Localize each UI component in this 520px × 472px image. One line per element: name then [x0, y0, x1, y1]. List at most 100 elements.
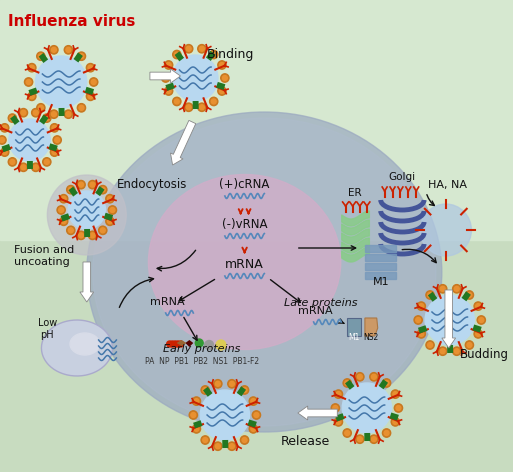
Circle shape [465, 291, 474, 299]
Circle shape [28, 92, 36, 101]
Polygon shape [104, 213, 113, 221]
Circle shape [357, 374, 362, 379]
Circle shape [57, 206, 66, 214]
Polygon shape [59, 108, 64, 116]
Polygon shape [95, 186, 105, 196]
Circle shape [342, 383, 392, 433]
Circle shape [371, 437, 376, 442]
Circle shape [106, 194, 114, 203]
Circle shape [8, 158, 17, 166]
Circle shape [28, 63, 36, 72]
Circle shape [21, 110, 26, 115]
Circle shape [198, 44, 206, 53]
Polygon shape [192, 101, 199, 109]
Circle shape [210, 97, 218, 106]
Circle shape [88, 231, 97, 240]
Text: Binding: Binding [207, 48, 254, 61]
Circle shape [43, 158, 51, 166]
Circle shape [229, 444, 235, 449]
Circle shape [51, 47, 56, 52]
Circle shape [394, 404, 402, 412]
Circle shape [425, 295, 474, 345]
Circle shape [50, 110, 58, 118]
Circle shape [88, 65, 93, 70]
Circle shape [194, 399, 199, 404]
Text: Endocytosis: Endocytosis [116, 178, 187, 191]
Circle shape [219, 89, 225, 93]
Circle shape [100, 187, 105, 192]
Circle shape [10, 116, 15, 121]
Circle shape [438, 347, 447, 355]
Circle shape [343, 429, 352, 437]
Text: Budding: Budding [460, 348, 509, 361]
Circle shape [218, 87, 226, 95]
Polygon shape [29, 87, 38, 96]
Text: M1: M1 [372, 277, 389, 287]
Circle shape [393, 420, 398, 424]
Circle shape [240, 436, 249, 444]
Circle shape [476, 303, 480, 309]
Ellipse shape [93, 118, 436, 426]
Circle shape [37, 103, 45, 112]
Polygon shape [69, 186, 78, 196]
Circle shape [477, 316, 486, 324]
Circle shape [8, 114, 17, 122]
Circle shape [419, 303, 424, 309]
Bar [365, 254, 396, 261]
Circle shape [162, 74, 170, 82]
Circle shape [211, 52, 216, 57]
Polygon shape [472, 325, 482, 333]
Circle shape [60, 217, 68, 226]
Circle shape [29, 94, 34, 99]
Circle shape [43, 114, 51, 122]
Circle shape [215, 444, 220, 449]
Circle shape [438, 285, 447, 293]
Circle shape [1, 124, 9, 132]
Circle shape [393, 392, 398, 396]
Bar [365, 272, 396, 279]
Circle shape [474, 302, 483, 310]
Polygon shape [186, 340, 193, 347]
Circle shape [77, 52, 86, 60]
Polygon shape [462, 291, 471, 301]
Circle shape [32, 163, 40, 171]
Circle shape [215, 381, 220, 386]
Circle shape [164, 87, 173, 95]
Circle shape [242, 388, 247, 393]
Circle shape [201, 386, 210, 394]
Text: Influenza virus: Influenza virus [8, 14, 135, 29]
Circle shape [163, 76, 168, 81]
Circle shape [384, 380, 389, 386]
Text: Early proteins: Early proteins [163, 344, 241, 354]
Circle shape [191, 413, 196, 418]
Circle shape [214, 442, 222, 450]
Circle shape [199, 46, 204, 51]
Circle shape [90, 182, 95, 187]
Text: mRNA: mRNA [225, 258, 264, 271]
Circle shape [24, 78, 33, 86]
Polygon shape [335, 413, 344, 421]
Ellipse shape [70, 333, 100, 355]
Circle shape [68, 191, 106, 229]
Circle shape [357, 437, 362, 442]
Circle shape [67, 226, 75, 235]
Circle shape [10, 160, 15, 164]
Ellipse shape [87, 112, 442, 432]
Bar [347, 318, 361, 336]
Circle shape [333, 405, 338, 411]
Circle shape [356, 435, 364, 443]
Circle shape [166, 89, 171, 93]
Circle shape [440, 287, 445, 291]
Circle shape [2, 150, 7, 155]
Circle shape [0, 136, 6, 144]
Circle shape [228, 379, 236, 388]
Polygon shape [365, 433, 370, 441]
Circle shape [192, 397, 201, 405]
Circle shape [396, 405, 401, 411]
Circle shape [185, 44, 193, 53]
Circle shape [77, 180, 85, 189]
Text: Late proteins: Late proteins [284, 298, 357, 308]
Circle shape [476, 331, 480, 337]
Circle shape [420, 204, 472, 256]
Polygon shape [175, 51, 184, 61]
